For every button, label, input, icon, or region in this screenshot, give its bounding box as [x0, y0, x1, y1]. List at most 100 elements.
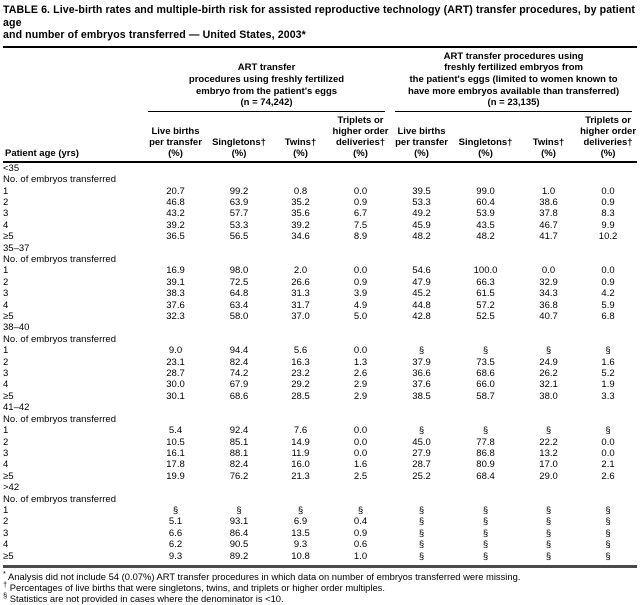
- data-cell: 54.6: [412, 265, 431, 277]
- data-cell: 10.5: [166, 436, 185, 448]
- data-cell: 76.2: [229, 470, 249, 482]
- table-row: 3 28.7 74.2 23.2 2.6 36.6 68.6 26.2 5.2: [3, 368, 637, 379]
- data-cell: 0.0: [353, 345, 368, 357]
- data-cell: 0.9: [353, 527, 368, 539]
- data-cell: 45.9: [412, 219, 431, 231]
- table-body: <35 No. of embryos transferred 1 20.7 99.2 0.…: [3, 162, 637, 562]
- embryos-count-label: 3: [3, 447, 9, 459]
- data-cell: 43.2: [166, 208, 185, 220]
- data-cell: 77.8: [476, 436, 495, 448]
- table-row: 2 23.1 82.4 16.3 1.3 37.9 73.5 24.9 1.6: [3, 357, 637, 368]
- group-header-spacer: [3, 48, 143, 112]
- data-cell: 17.8: [166, 459, 185, 471]
- patient-age-group-label: 35–37: [3, 242, 30, 254]
- data-cell: 1.3: [353, 356, 368, 368]
- data-cell: 32.1: [539, 379, 558, 391]
- data-cell: 16.0: [291, 459, 310, 471]
- embryos-count-label: 1: [3, 345, 9, 357]
- embryos-subheader-label: No. of embryos transferred: [3, 413, 116, 425]
- data-cell: 3.3: [601, 390, 615, 402]
- footnote-asterisk-marker: *: [3, 568, 6, 578]
- embryos-count-label: 3: [3, 368, 9, 380]
- data-cell: 4.2: [601, 288, 615, 300]
- embryos-count-label: 1: [3, 265, 9, 277]
- data-cell: 29.2: [291, 379, 310, 391]
- table-row: 1 5.4 92.4 7.6 0.0 § § § §: [3, 425, 637, 436]
- data-cell: 64.8: [229, 288, 249, 300]
- data-cell: 24.9: [539, 356, 558, 368]
- data-cell: §: [418, 516, 425, 528]
- data-cell: 30.1: [166, 390, 185, 402]
- data-cell: 44.8: [412, 299, 431, 311]
- data-cell: 11.9: [291, 447, 310, 459]
- data-cell: 49.2: [412, 208, 431, 220]
- data-cell: §: [482, 425, 489, 437]
- embryos-count-label: 4: [3, 539, 9, 551]
- column-header-row: Patient age (yrs) Live births per transf…: [3, 111, 638, 163]
- embryos-count-label: 4: [3, 219, 9, 231]
- data-cell: §: [482, 345, 489, 357]
- data-cell: 86.8: [476, 447, 495, 459]
- data-cell: 39.2: [166, 219, 185, 231]
- embryos-count-label: ≥5: [3, 390, 14, 402]
- section-row: >42: [3, 482, 637, 493]
- embryos-count-label: 3: [3, 527, 9, 539]
- data-cell: 37.6: [166, 299, 185, 311]
- footnote-section-text: Statistics are not provided in cases whe…: [9, 593, 284, 605]
- data-cell: 5.6: [293, 345, 308, 357]
- data-cell: 48.2: [412, 231, 431, 243]
- data-cell: §: [545, 345, 552, 357]
- data-cell: §: [418, 425, 425, 437]
- table-row: 4 30.0 67.9 29.2 2.9 37.6 66.0 32.1 1.9: [3, 379, 637, 390]
- data-cell: 13.5: [291, 527, 310, 539]
- data-cell: 5.0: [353, 311, 368, 323]
- data-cell: 23.1: [166, 356, 185, 368]
- data-cell: 34.6: [291, 231, 310, 243]
- embryos-count-label: 1: [3, 425, 9, 437]
- data-cell: 53.9: [476, 208, 495, 220]
- data-cell: 6.2: [168, 539, 183, 551]
- data-cell: 63.9: [229, 196, 249, 208]
- data-cell: 0.0: [353, 425, 368, 437]
- data-cell: §: [545, 527, 552, 539]
- data-cell: §: [605, 550, 611, 562]
- table-row: ≥5 32.3 58.0 37.0 5.0 42.8 52.5 40.7 6.8: [3, 311, 637, 322]
- data-cell: 22.2: [539, 436, 558, 448]
- data-cell: 2.0: [293, 265, 308, 277]
- column-header-patient-age: Patient age (yrs): [3, 111, 143, 163]
- data-cell: 9.9: [601, 219, 615, 231]
- data-cell: 45.0: [412, 436, 431, 448]
- group-header-fresh-embryos-label: ART transfer procedures using freshly fe…: [148, 62, 386, 112]
- embryos-count-label: 3: [3, 288, 9, 300]
- footnotes: * Analysis did not include 54 (0.07%) AR…: [3, 564, 637, 605]
- embryos-count-label: 4: [3, 379, 9, 391]
- footnote-section: § Statistics are not provided in cases w…: [3, 592, 637, 605]
- data-cell: 0.0: [353, 436, 368, 448]
- data-cell: §: [418, 504, 425, 516]
- table-row: 4 39.2 53.3 39.2 7.5 45.9 43.5 46.7 9.9: [3, 220, 637, 231]
- data-cell: 46.7: [539, 219, 558, 231]
- column-header-twins-1: Twins† (%): [270, 111, 331, 163]
- patient-age-group-label: 41–42: [3, 402, 30, 414]
- embryos-count-label: 2: [3, 356, 9, 368]
- embryos-subheader-row: No. of embryos transferred: [3, 334, 637, 345]
- footnote-asterisk: * Analysis did not include 54 (0.07%) AR…: [3, 568, 637, 582]
- embryos-subheader-label: No. of embryos transferred: [3, 254, 116, 265]
- data-cell: 2.5: [353, 470, 368, 482]
- patient-age-group-label: 38–40: [3, 322, 30, 334]
- data-cell: 35.2: [291, 196, 310, 208]
- data-cell: 28.7: [166, 368, 185, 380]
- data-cell: 2.9: [353, 379, 368, 391]
- data-cell: 2.6: [353, 368, 368, 380]
- data-cell: 1.0: [353, 550, 368, 562]
- table-row: 1 16.9 98.0 2.0 0.0 54.6 100.0 0.0 0.0: [3, 265, 637, 276]
- data-cell: 0.0: [353, 185, 368, 197]
- data-cell: 0.8: [293, 185, 308, 197]
- column-header-triplets-2: Triplets or higher order deliveries† (%): [579, 111, 638, 163]
- data-cell: 13.2: [539, 447, 558, 459]
- patient-age-group-label: <35: [3, 162, 20, 174]
- data-cell: 16.1: [166, 447, 185, 459]
- embryos-count-label: ≥5: [3, 470, 14, 482]
- data-cell: 16.3: [291, 356, 310, 368]
- data-cell: 10.8: [291, 550, 310, 562]
